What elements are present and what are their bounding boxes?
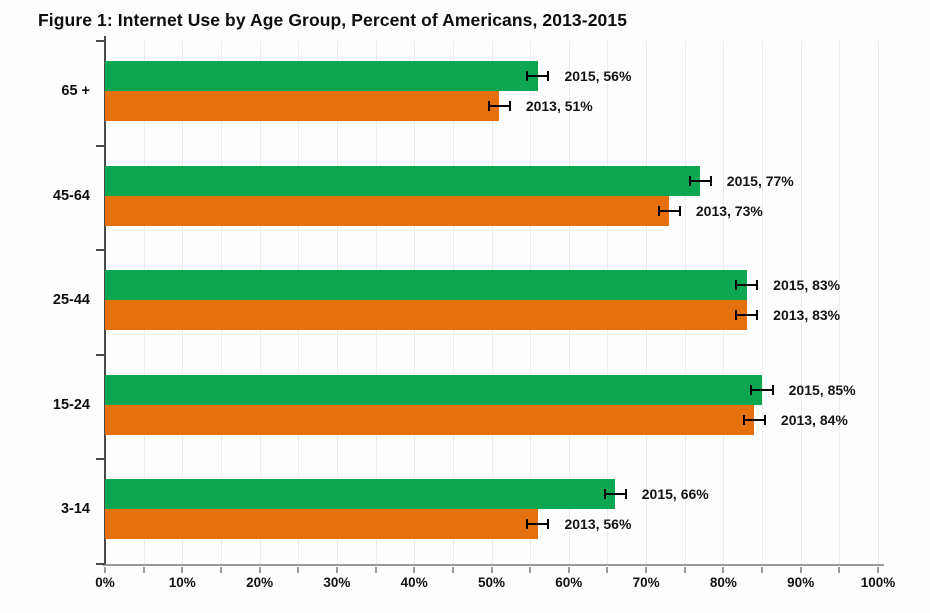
error-bar [688,175,712,186]
error-bar [526,519,550,530]
x-axis-tick [142,567,145,573]
x-axis-tick [413,567,416,573]
bar-value-label: 2013, 84% [780,411,848,428]
plot-area: 0% 10% 20% 30% 40% 50% 60% 70% 80% 90% 100% 65 + 201… [53,36,895,590]
x-axis-tick [838,567,841,573]
x-axis-label: 70% [632,575,660,590]
x-axis-label: 100% [860,575,896,590]
bar-value-label: 2015, 66% [641,486,709,503]
bar-2013 [105,195,670,226]
category-label: 65 + [61,83,90,99]
x-axis-tick [606,567,609,573]
x-axis-label: 90% [787,575,815,590]
bar-2015 [105,374,763,405]
x-axis-label: 10% [168,575,196,590]
x-axis-label: 30% [323,575,351,590]
error-bar-line [528,75,548,77]
x-axis-tick [374,567,377,573]
category-label: 15-24 [52,396,90,413]
y-axis-tick [96,249,105,252]
category-label: 25-44 [52,292,90,309]
x-axis-tick [181,567,184,573]
category-label: 3-14 [60,501,90,518]
bar-2013 [105,91,500,121]
x-axis-tick [297,567,300,573]
x-axis-tick [219,567,222,573]
gridline [762,41,764,564]
bar-value-label: 2015, 85% [788,381,856,398]
bar-2013 [105,509,538,540]
x-axis-label: 40% [400,575,428,590]
y-axis-tick [96,458,105,461]
x-axis-tick [761,567,764,573]
x-axis-tick [529,567,532,573]
x-axis-label: 0% [95,575,115,590]
bar-value-label: 2015, 83% [773,277,841,294]
y-axis-tick [96,353,105,356]
x-axis-label: 80% [709,575,737,590]
error-bar [742,414,766,425]
bar-2015 [105,165,701,196]
error-bar [734,280,759,291]
error-bar [657,205,681,216]
bar-value-label: 2015, 77% [726,172,794,189]
gridline [800,41,802,564]
x-axis-tick [799,567,802,573]
error-bar [487,101,511,111]
bar-2015 [105,479,616,510]
x-axis-tick [683,567,686,573]
gridline [878,41,879,564]
y-axis-tick [96,144,105,147]
error-bar-line [752,388,772,391]
x-axis-tick [335,567,338,573]
error-bar-line [528,523,548,526]
x-axis-label: 20% [246,575,274,590]
error-bar-line [690,179,710,182]
gridline [839,41,841,564]
error-bar-line [736,314,757,317]
x-axis-tick [877,567,879,573]
x-axis-tick [258,567,261,573]
x-axis-tick [490,567,493,573]
bar-2015 [105,61,538,91]
figure-title: Figure 1: Internet Use by Age Group, Per… [38,10,628,30]
x-axis-line [103,564,884,566]
bar-value-label: 2013, 56% [564,516,632,533]
error-bar [734,310,759,321]
x-axis-tick [645,567,648,573]
error-bar-line [489,105,509,107]
bar-2015 [105,270,747,301]
x-axis-tick [722,567,725,573]
bar-value-label: 2015, 56% [564,68,632,84]
bar-value-label: 2013, 73% [695,202,763,219]
y-axis-tick [96,563,105,565]
y-axis-tick [96,40,105,42]
error-bar [603,489,627,500]
bar-value-label: 2013, 83% [773,307,841,324]
category-label: 45-64 [52,187,90,204]
x-axis-label: 60% [555,575,583,590]
bar-2013 [105,300,747,331]
error-bar-line [744,418,764,421]
error-bar [526,71,550,81]
x-axis-label: 50% [477,575,506,590]
bar-2013 [105,404,755,435]
error-bar [750,384,774,395]
x-axis-tick [567,567,570,573]
x-axis-tick [104,567,106,573]
error-bar-line [736,284,757,287]
x-axis-tick [451,567,454,573]
error-bar-line [659,209,679,212]
bar-value-label: 2013, 51% [525,98,593,114]
error-bar-line [605,493,625,496]
